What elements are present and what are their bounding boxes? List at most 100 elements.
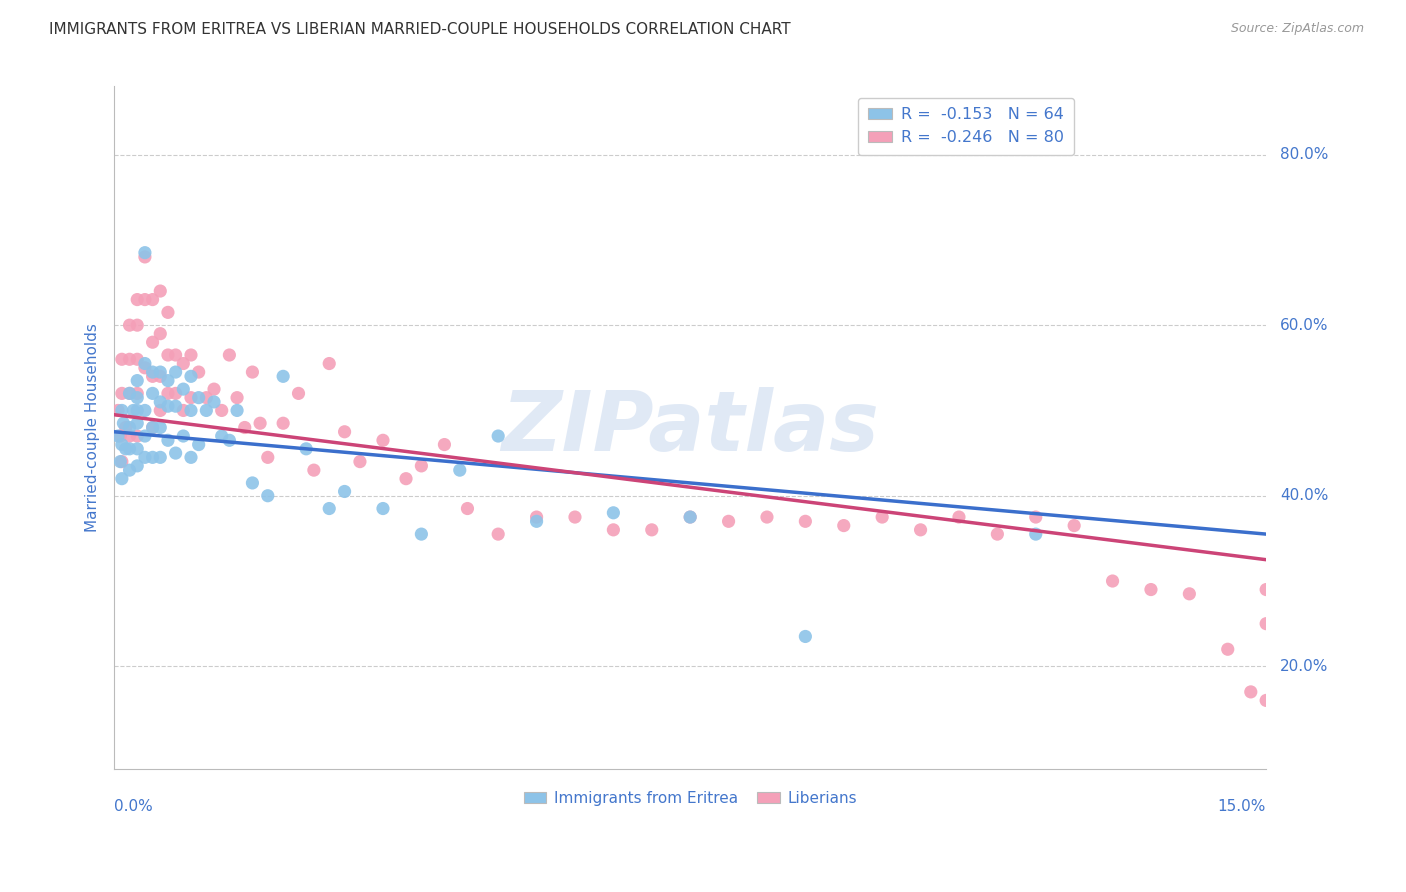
Point — [187, 391, 209, 405]
Point — [107, 429, 129, 443]
Point — [371, 434, 394, 448]
Point — [602, 523, 624, 537]
Point — [118, 386, 141, 401]
Point — [226, 391, 249, 405]
Point — [794, 630, 817, 644]
Point — [195, 391, 218, 405]
Point — [118, 386, 141, 401]
Point — [142, 450, 165, 465]
Text: ZIPatlas: ZIPatlas — [501, 387, 879, 468]
Point — [1063, 518, 1085, 533]
Point — [333, 484, 356, 499]
Point — [456, 501, 478, 516]
Point — [172, 382, 194, 396]
Point — [211, 403, 233, 417]
Point — [149, 420, 172, 434]
Y-axis label: Married-couple Households: Married-couple Households — [86, 323, 100, 532]
Point — [134, 450, 156, 465]
Point — [134, 357, 156, 371]
Point — [256, 450, 278, 465]
Text: IMMIGRANTS FROM ERITREA VS LIBERIAN MARRIED-COUPLE HOUSEHOLDS CORRELATION CHART: IMMIGRANTS FROM ERITREA VS LIBERIAN MARR… — [49, 22, 790, 37]
Point — [111, 472, 134, 486]
Point — [142, 365, 165, 379]
Point — [156, 434, 179, 448]
Point — [526, 510, 548, 524]
Point — [986, 527, 1008, 541]
Point — [111, 455, 134, 469]
Point — [211, 429, 233, 443]
Point — [118, 442, 141, 456]
Point — [755, 510, 778, 524]
Point — [127, 374, 149, 388]
Point — [110, 455, 132, 469]
Point — [172, 357, 194, 371]
Point — [142, 293, 165, 307]
Text: 40.0%: 40.0% — [1279, 488, 1329, 503]
Point — [218, 434, 240, 448]
Point — [165, 365, 187, 379]
Point — [114, 420, 136, 434]
Point — [165, 348, 187, 362]
Point — [1025, 527, 1047, 541]
Point — [679, 510, 702, 524]
Point — [127, 403, 149, 417]
Point — [187, 365, 209, 379]
Point — [948, 510, 970, 524]
Point — [187, 437, 209, 451]
Point — [302, 463, 325, 477]
Point — [180, 391, 202, 405]
Point — [149, 403, 172, 417]
Point — [602, 506, 624, 520]
Point — [134, 293, 156, 307]
Point — [641, 523, 664, 537]
Point — [679, 510, 702, 524]
Point — [172, 429, 194, 443]
Point — [486, 527, 509, 541]
Point — [134, 429, 156, 443]
Point — [1140, 582, 1163, 597]
Point — [1178, 587, 1201, 601]
Point — [411, 527, 433, 541]
Point — [127, 442, 149, 456]
Point — [1256, 582, 1278, 597]
Point — [149, 395, 172, 409]
Point — [242, 365, 264, 379]
Point — [1240, 685, 1263, 699]
Point — [142, 420, 165, 434]
Point — [271, 369, 294, 384]
Point — [371, 501, 394, 516]
Point — [118, 429, 141, 443]
Text: 60.0%: 60.0% — [1279, 318, 1329, 333]
Point — [717, 514, 740, 528]
Point — [249, 416, 271, 430]
Point — [112, 416, 135, 430]
Point — [118, 420, 141, 434]
Point — [127, 429, 149, 443]
Point — [318, 357, 340, 371]
Point — [111, 437, 134, 451]
Point — [172, 403, 194, 417]
Point — [149, 365, 172, 379]
Point — [142, 386, 165, 401]
Point — [411, 458, 433, 473]
Point — [156, 305, 179, 319]
Point — [202, 395, 225, 409]
Point — [127, 318, 149, 333]
Point — [134, 245, 156, 260]
Point — [333, 425, 356, 439]
Point — [111, 352, 134, 367]
Point — [180, 348, 202, 362]
Point — [127, 391, 149, 405]
Point — [127, 386, 149, 401]
Legend: Immigrants from Eritrea, Liberians: Immigrants from Eritrea, Liberians — [517, 785, 863, 813]
Point — [1216, 642, 1239, 657]
Point — [449, 463, 471, 477]
Point — [149, 326, 172, 341]
Point — [433, 437, 456, 451]
Point — [287, 386, 309, 401]
Point — [149, 284, 172, 298]
Point — [180, 450, 202, 465]
Point — [832, 518, 855, 533]
Point — [142, 420, 165, 434]
Point — [149, 369, 172, 384]
